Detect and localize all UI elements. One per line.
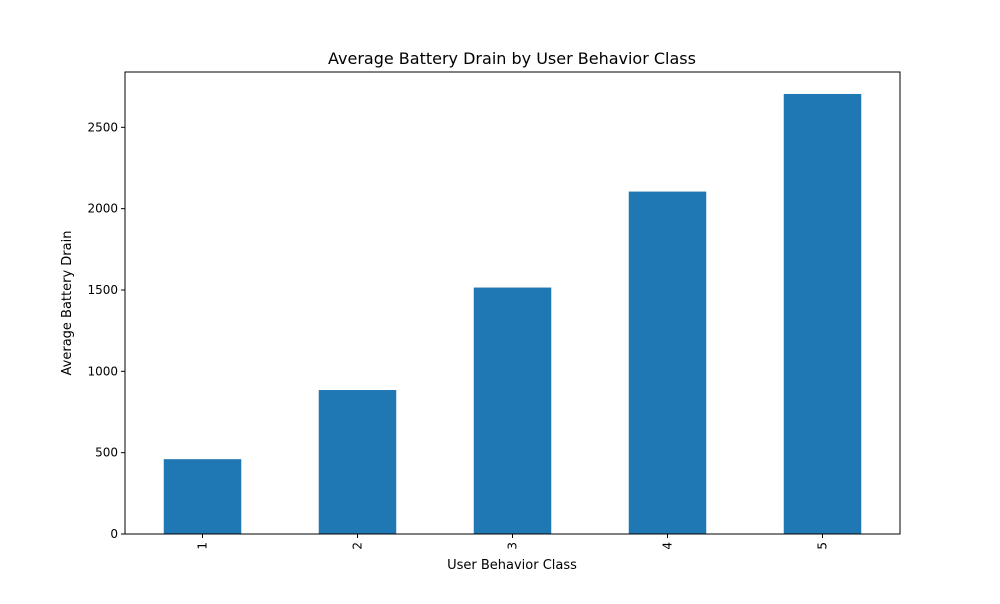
ticks-layer: 1 2 3 4 5 0 500 1000 1500 2000 2500 [87,120,829,549]
x-tick-label: 4 [661,542,675,550]
x-tick-label: 1 [196,542,210,550]
bar-class-4 [628,191,707,534]
y-tick-label: 500 [95,446,118,460]
bar-class-2 [318,390,397,534]
x-axis-label: User Behavior Class [447,558,577,573]
y-tick-label: 1500 [87,283,118,297]
bar-class-3 [473,287,552,534]
bar-class-5 [783,93,862,534]
chart-title: Average Battery Drain by User Behavior C… [328,49,696,68]
y-tick-label: 1000 [87,364,118,378]
bars-layer [163,93,862,534]
x-tick-label: 5 [816,542,830,550]
y-tick-label: 2000 [87,202,118,216]
y-tick-label: 2500 [87,120,118,134]
bar-class-1 [163,459,242,534]
x-tick-label: 3 [506,542,520,550]
y-tick-label: 0 [110,527,118,541]
plot-frame [124,71,901,535]
x-tick-label: 2 [351,542,365,550]
y-axis-label: Average Battery Drain [60,231,75,376]
